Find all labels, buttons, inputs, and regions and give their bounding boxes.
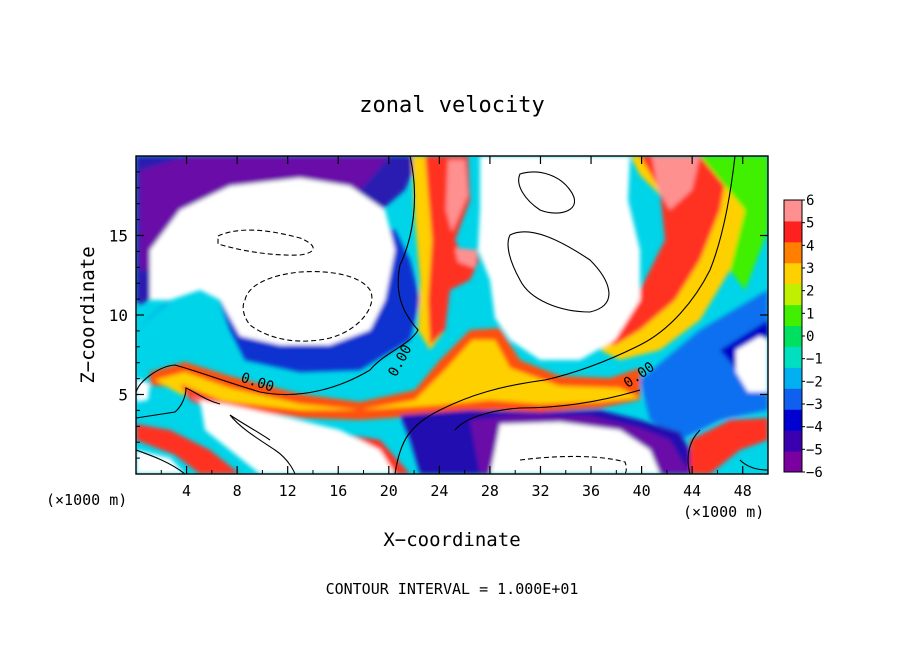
x-tick-label: 32 [531,482,549,500]
x-tick-label: 40 [633,482,651,500]
colorbar-label: −1 [806,352,823,368]
x-unit-left: (×1000 m) [46,491,127,509]
colorbar-label: −3 [806,397,823,413]
colorbar-label: −5 [806,442,823,458]
colorbar-swatch [784,346,802,368]
y-tick-label: 5 [118,386,128,405]
x-tick-label: 48 [734,482,752,500]
colorbar-label: −4 [806,420,823,436]
x-tick-label: 28 [481,482,499,500]
chart-title: zonal velocity [359,93,544,118]
x-unit-right: (×1000 m) [683,503,764,521]
heatmap-field: 0.000.00 0.00 [136,156,768,474]
colorbar-swatch [784,451,802,473]
x-tick-label: 16 [329,482,347,500]
colorbar-label: 5 [806,216,814,232]
colorbar: 6 5 4 3 2 1 0 −1 −2 −3 −4 −5 −6 [783,193,823,481]
colorbar-swatch [784,430,802,452]
x-tick-label: 12 [279,482,297,500]
colorbar-label: 4 [806,238,814,254]
y-tick-label: 10 [109,306,128,325]
colorbar-swatch [784,220,802,243]
x-tick-label: 36 [582,482,600,500]
y-axis: 5 10 15 [109,171,768,459]
colorbar-label: 0 [806,329,814,345]
colorbar-swatch [784,325,802,347]
colorbar-swatch [784,262,802,285]
colorbar-swatch [784,409,802,431]
colorbar-swatch [784,200,802,222]
colorbar-label: 3 [806,261,814,277]
colorbar-label: −2 [806,374,823,390]
x-tick-label: 20 [380,482,398,500]
colorbar-swatch [784,283,802,306]
colorbar-swatch [784,241,802,264]
colorbar-label: 1 [806,306,814,322]
y-tick-label: 15 [109,227,128,246]
colorbar-swatch [784,388,802,410]
colorbar-swatch [784,304,802,327]
x-tick-label: 4 [182,482,191,500]
colorbar-swatch [784,367,802,389]
colorbar-label: −6 [806,465,823,481]
colorbar-label: 6 [806,193,814,209]
x-tick-label: 44 [683,482,701,500]
x-axis-label: X−coordinate [383,529,520,551]
x-tick-label: 8 [233,482,242,500]
x-tick-label: 24 [430,482,448,500]
x-axis: 4 8 12 16 20 24 28 32 36 40 44 48 [160,156,752,500]
y-axis-label: Z−coordinate [77,246,99,383]
colorbar-label: 2 [806,284,814,300]
contour-interval-footer: CONTOUR INTERVAL = 1.000E+01 [326,580,579,598]
